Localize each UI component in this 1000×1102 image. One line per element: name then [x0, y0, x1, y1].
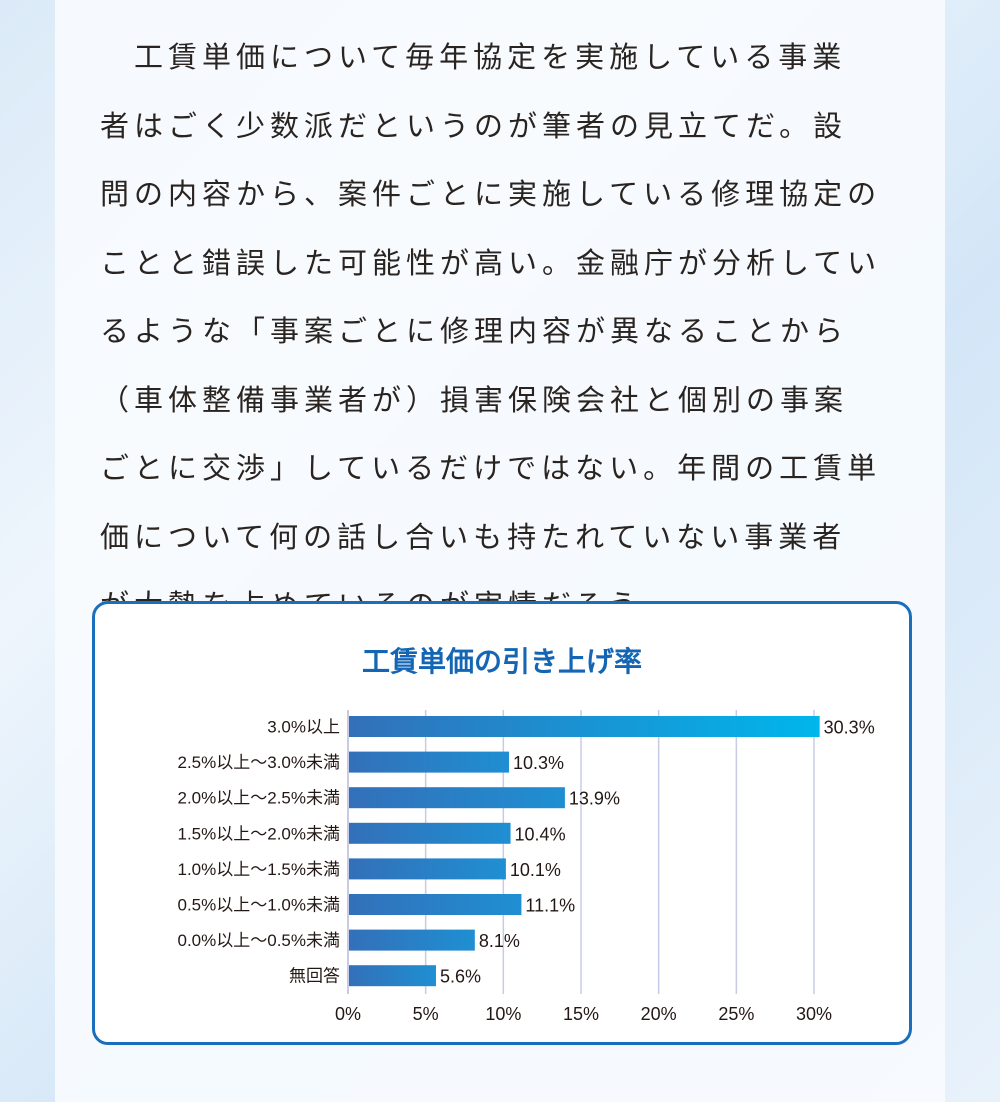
category-label: 2.0%以上～2.5%未満 [178, 789, 341, 808]
bar [349, 822, 511, 844]
article-line: 問の内容から、案件ごとに実施している修理協定の [100, 177, 882, 211]
bar [349, 965, 436, 987]
x-tick-label: 15% [563, 1004, 599, 1024]
article-line: （車体整備事業者が）損害保険会社と個別の事案 [100, 382, 849, 417]
value-label: 8.1% [479, 931, 520, 951]
category-label: 1.5%以上～2.0%未満 [178, 824, 341, 843]
value-label: 10.3% [513, 753, 564, 773]
article-line: 工賃単価について毎年協定を実施している事業 [100, 40, 847, 74]
article-body: 工賃単価について毎年協定を実施している事業 者はごく少数派だというのが筆者の見立て… [100, 32, 910, 649]
x-tick-label: 10% [485, 1004, 521, 1024]
x-tick-label: 20% [641, 1004, 677, 1024]
category-label: 0.5%以上～1.0%未満 [178, 896, 341, 915]
chart-title: 工賃単価の引き上げ率 [361, 645, 642, 678]
x-tick-label: 0% [335, 1004, 361, 1024]
bar [349, 929, 475, 951]
category-label: 3.0%以上 [267, 718, 340, 737]
article-line: 価について何の話し合いも持たれていない事業者 [100, 519, 847, 554]
bar [349, 894, 522, 915]
bar [349, 716, 820, 737]
chart-box: 工賃単価の引き上げ率 0% 5% 10% 15% 20% 25% 30% 3.0%以上 30.3… [92, 601, 912, 1045]
category-label: 無回答 [289, 967, 340, 986]
x-tick-label: 5% [413, 1004, 439, 1024]
article-line: 者はごく少数派だというのが筆者の見立てだ。設 [100, 108, 848, 143]
article-line: るような「事案ごとに修理内容が異なることから [100, 314, 849, 348]
x-tick-label: 30% [796, 1004, 832, 1024]
x-tick-label: 25% [718, 1004, 754, 1024]
category-label: 1.0%以上～1.5%未満 [178, 860, 341, 879]
value-label: 13.9% [569, 789, 620, 809]
value-label: 10.4% [515, 824, 566, 844]
article-line: ことと錯誤した可能性が高い。金融庁が分析してい [100, 245, 882, 280]
value-label: 5.6% [440, 967, 481, 987]
category-label: 2.5%以上～3.0%未満 [178, 753, 341, 772]
category-label: 0.0%以上～0.5%未満 [178, 931, 341, 950]
bar [349, 751, 509, 773]
bar-chart: 0% 5% 10% 15% 20% 25% 30% 3.0%以上 30.3% 2.5%以上～3.0… [178, 710, 875, 1024]
article-line: ごとに交渉」しているだけではない。年間の工賃単 [100, 451, 882, 485]
bar [349, 787, 565, 809]
bar [349, 858, 506, 880]
value-label: 10.1% [510, 860, 561, 880]
value-label: 11.1% [525, 896, 575, 916]
value-label: 30.3% [824, 718, 875, 738]
